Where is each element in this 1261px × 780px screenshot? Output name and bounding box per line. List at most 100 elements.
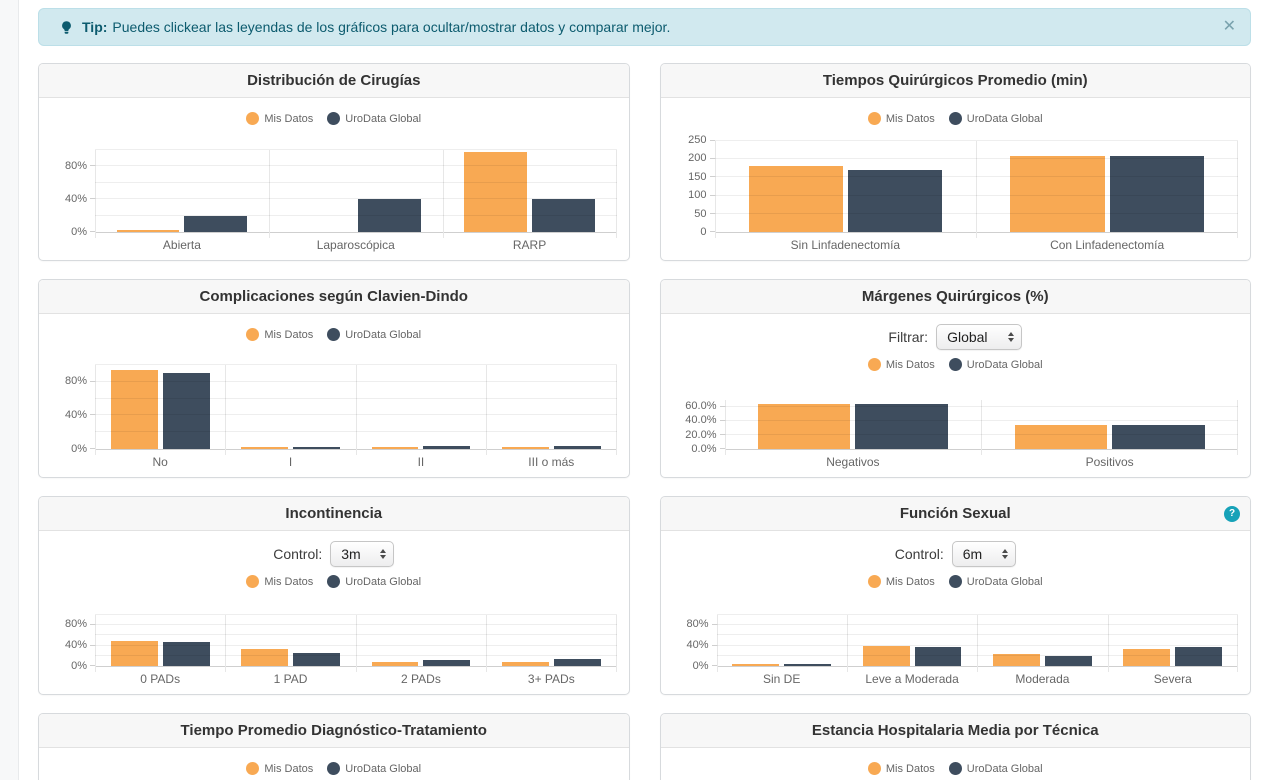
category-label: 1 PAD [273,672,308,686]
legend-label: UroData Global [345,112,422,125]
y-tick-label: 0% [71,443,87,455]
bar-urodata-global [423,659,471,666]
legend-item-urodata-global[interactable]: UroData Global [327,762,421,775]
card-header: Complicaciones según Clavien-Dindo [39,280,629,314]
legend-dot-icon [327,575,341,588]
legend-item-mis-datos[interactable]: Mis Datos [246,112,313,125]
y-tick-mark [719,406,725,407]
y-tick-mark [709,176,715,178]
legend-item-urodata-global[interactable]: UroData Global [948,112,1043,125]
y-axis: 0% 40% 80% [51,365,95,455]
category-label: Leve a Moderada [865,672,959,686]
legend-item-urodata-global[interactable]: UroData Global [948,762,1043,775]
selected-option: Global [947,329,988,345]
y-tick-label: 100 [688,189,707,202]
gridline [716,654,1238,656]
y-tick-mark [90,448,95,449]
category-slot [486,365,616,449]
bar-mis-datos [371,447,419,449]
bar-mis-datos [241,447,289,449]
legend-item-urodata-global[interactable]: UroData Global [327,575,421,588]
y-axis: 0% 40% 80% [673,615,717,672]
chart-title: Tiempo Promedio Diagnóstico-Tratamiento [180,722,487,739]
gridline [95,397,617,399]
chart-legend: Mis Datos UroData Global [51,575,617,588]
gridline [724,406,1238,407]
card-tiempo-diagnostico-tratamiento: Tiempo Promedio Diagnóstico-Tratamiento … [38,713,630,780]
bar-mis-datos [757,403,851,449]
legend-item-urodata-global[interactable]: UroData Global [327,112,421,125]
y-tick-mark [711,665,717,666]
chart-title: Estancia Hospitalaria Media por Técnica [811,722,1099,739]
plot [90,614,617,672]
bar-mis-datos [748,166,843,232]
category-label: Negativos [826,455,880,469]
card-header: Distribución de Cirugías [39,64,629,98]
bar-urodata-global [553,446,601,449]
card-complicaciones-clavien-dindo: Complicaciones según Clavien-Dindo Mis D… [38,279,630,478]
x-gridline [716,615,718,672]
x-gridline [724,400,726,455]
category-label: Positivos [1085,455,1134,469]
category-slot [486,615,616,666]
card-distribucion-cirugias: Distribución de Cirugías Mis Datos UroDat… [38,63,630,261]
chart-title: Función Sexual [899,505,1011,522]
x-gridline [976,141,978,238]
category-label: Moderada [1015,672,1070,686]
legend-item-mis-datos[interactable]: Mis Datos [867,575,935,588]
y-tick-label: 200 [688,152,707,165]
chart-plot-area: 0% 40% 80% [51,614,617,672]
dashboard-content: Tip: Puedes clickear las leyendas de los… [20,0,1261,780]
legend-item-urodata-global[interactable]: UroData Global [948,575,1043,588]
y-tick-mark [719,448,725,449]
incontinencia-control-select[interactable]: 3m [330,541,395,567]
margenes-filter-select[interactable]: Global [936,324,1023,350]
page-left-edge [0,0,19,780]
x-gridline [615,150,617,238]
close-icon[interactable]: ✕ [1222,18,1236,35]
category-label: 3+ PADs [527,672,575,686]
legend-dot-icon [327,112,341,125]
legend-item-mis-datos[interactable]: Mis Datos [246,328,313,341]
legend-item-mis-datos[interactable]: Mis Datos [246,762,313,775]
category-label: Laparoscópica [316,238,395,252]
legend-label: UroData Global [966,112,1043,125]
bar-mis-datos [732,663,780,666]
legend-item-urodata-global[interactable]: UroData Global [327,328,421,341]
y-tick-label: 0 [700,226,707,238]
bar-urodata-global [423,445,471,449]
legend-label: UroData Global [966,358,1043,371]
gridline [95,214,617,216]
legend-item-mis-datos[interactable]: Mis Datos [867,112,935,125]
gridline [714,158,1238,160]
category-slot [269,150,443,232]
y-tick-label: 0.0% [691,443,717,455]
x-gridline [981,400,983,455]
gridline [95,634,617,636]
bar-mis-datos [1014,424,1108,449]
category-label: RARP [512,238,547,252]
bar-urodata-global [162,373,210,449]
legend-label: UroData Global [345,575,422,588]
funcion-sexual-control-select[interactable]: 6m [951,541,1016,567]
card-body: Control: 6m Mis Datos UroData Global 0% 40%… [661,531,1251,694]
bar-mis-datos [501,447,549,449]
plot [719,400,1238,455]
bar-mis-datos [501,661,549,666]
legend-item-mis-datos[interactable]: Mis Datos [867,762,935,775]
x-axis-labels: Sin Linfadenectomía Con Linfadenectomía [673,233,1239,254]
bar-urodata-global [1175,646,1223,666]
legend-item-mis-datos[interactable]: Mis Datos [246,575,313,588]
card-body: Mis Datos UroData Global [661,748,1251,780]
category-slot [356,365,486,449]
y-tick-mark [709,158,715,160]
help-icon[interactable]: ? [1224,505,1240,522]
bar-urodata-global [162,642,210,666]
chart-plot-area: 0 50 100 150 200 250 [673,134,1238,238]
x-axis-labels: 0 PADs 1 PAD 2 PADs 3+ PADs [51,667,617,688]
card-header: Tiempos Quirúrgicos Promedio (min) [660,64,1250,98]
legend-item-urodata-global[interactable]: UroData Global [948,358,1043,371]
legend-item-mis-datos[interactable]: Mis Datos [867,358,935,371]
